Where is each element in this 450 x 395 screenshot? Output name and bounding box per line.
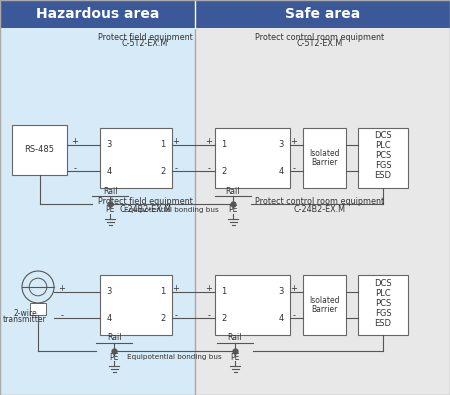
Text: -: - [175, 311, 177, 320]
Bar [215, 128, 290, 188]
Text: -: - [207, 164, 211, 173]
Bar [303, 275, 346, 335]
Text: 2: 2 [160, 314, 166, 323]
Text: Rail: Rail [226, 186, 240, 196]
Bar [0, 0, 450, 28]
Text: 2: 2 [160, 167, 166, 176]
Text: -: - [175, 164, 177, 173]
Text: +: + [206, 137, 212, 146]
Text: PCS: PCS [375, 152, 391, 160]
Bar [100, 275, 172, 335]
Text: 3: 3 [106, 287, 112, 296]
Text: 2: 2 [221, 314, 227, 323]
Text: 4: 4 [279, 167, 284, 176]
Text: -: - [292, 164, 296, 173]
Text: +: + [72, 137, 78, 146]
Text: C-5T2-EX.M: C-5T2-EX.M [297, 40, 343, 49]
Bar [12, 125, 67, 175]
Text: Protect field equipment: Protect field equipment [98, 32, 193, 41]
Text: PCS: PCS [375, 299, 391, 307]
Text: PE: PE [228, 205, 238, 214]
Text: -: - [207, 311, 211, 320]
Text: Hazardous area: Hazardous area [36, 7, 159, 21]
Bar [215, 275, 290, 335]
Text: 3: 3 [106, 140, 112, 149]
Text: Rail: Rail [103, 186, 117, 196]
Text: 1: 1 [160, 140, 166, 149]
Text: 2: 2 [221, 167, 227, 176]
Text: PE: PE [230, 352, 240, 361]
Bar [358, 128, 408, 188]
Text: Protect field equipment: Protect field equipment [98, 198, 193, 207]
Text: C-24B2-EX.M: C-24B2-EX.M [119, 205, 171, 214]
Text: ESD: ESD [374, 171, 392, 181]
Bar [0, 28, 195, 395]
Text: PE: PE [109, 352, 119, 361]
Text: +: + [206, 284, 212, 293]
Text: -: - [60, 311, 63, 320]
Text: Barrier: Barrier [311, 158, 338, 167]
Text: Isolated: Isolated [309, 149, 340, 158]
Text: ESD: ESD [374, 318, 392, 327]
Text: Barrier: Barrier [311, 305, 338, 314]
Text: PE: PE [105, 205, 115, 214]
Text: -: - [73, 164, 77, 173]
Bar [30, 303, 46, 315]
Text: 1: 1 [160, 287, 166, 296]
Text: +: + [291, 284, 297, 293]
Text: 2-wire: 2-wire [13, 308, 37, 318]
Text: +: + [172, 284, 180, 293]
Text: +: + [172, 137, 180, 146]
Text: Rail: Rail [228, 333, 242, 342]
Text: PLC: PLC [375, 288, 391, 297]
Bar [100, 128, 172, 188]
Text: 1: 1 [221, 140, 227, 149]
Text: C-24B2-EX.M: C-24B2-EX.M [294, 205, 346, 214]
Text: +: + [291, 137, 297, 146]
Text: DCS: DCS [374, 278, 392, 288]
Text: +: + [58, 284, 65, 293]
Text: transmitter: transmitter [3, 314, 47, 324]
Text: 3: 3 [278, 287, 284, 296]
Text: DCS: DCS [374, 132, 392, 141]
Text: 1: 1 [221, 287, 227, 296]
Text: 3: 3 [278, 140, 284, 149]
Text: FGS: FGS [375, 162, 392, 171]
Text: C-5T2-EX.M: C-5T2-EX.M [122, 40, 168, 49]
Bar [303, 128, 346, 188]
Text: Isolated: Isolated [309, 296, 340, 305]
Text: Safe area: Safe area [285, 7, 360, 21]
Bar [195, 28, 450, 395]
Text: Protect control room equipment: Protect control room equipment [256, 32, 385, 41]
Text: Equipotential bonding bus: Equipotential bonding bus [124, 207, 219, 213]
Text: Protect control room equipment: Protect control room equipment [256, 198, 385, 207]
Text: Rail: Rail [107, 333, 121, 342]
Text: 4: 4 [106, 167, 112, 176]
Text: PLC: PLC [375, 141, 391, 150]
Bar [358, 275, 408, 335]
Text: RS-485: RS-485 [24, 145, 54, 154]
Text: FGS: FGS [375, 308, 392, 318]
Text: 4: 4 [279, 314, 284, 323]
Text: Equipotential bonding bus: Equipotential bonding bus [127, 354, 222, 360]
Text: 4: 4 [106, 314, 112, 323]
Text: -: - [292, 311, 296, 320]
